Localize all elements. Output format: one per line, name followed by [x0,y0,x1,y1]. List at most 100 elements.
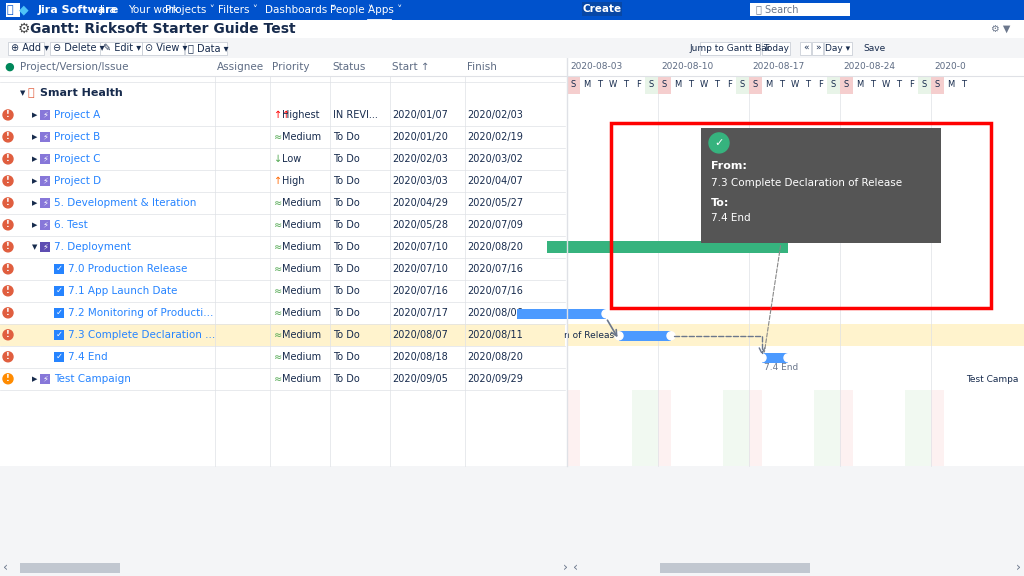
Text: To Do: To Do [333,330,359,340]
Text: Dashboards ˅: Dashboards ˅ [265,5,336,15]
Text: !: ! [6,353,10,361]
FancyBboxPatch shape [0,324,565,346]
Text: Medium: Medium [282,308,322,318]
Circle shape [3,110,13,120]
FancyBboxPatch shape [0,58,1024,466]
Text: 7.4 End: 7.4 End [68,352,108,362]
Text: T: T [961,81,966,89]
Text: ✓: ✓ [55,264,62,274]
FancyBboxPatch shape [931,76,944,94]
FancyBboxPatch shape [54,330,63,340]
Circle shape [602,310,610,318]
FancyBboxPatch shape [840,76,853,94]
FancyBboxPatch shape [658,76,671,94]
FancyBboxPatch shape [749,76,762,94]
Text: ✓: ✓ [55,353,62,361]
Circle shape [784,354,792,362]
FancyBboxPatch shape [814,94,827,466]
Text: F: F [727,81,732,89]
Text: Start ↑: Start ↑ [392,62,430,72]
Text: 2020-08-24: 2020-08-24 [843,62,895,71]
Text: 2020/01/20: 2020/01/20 [392,132,447,142]
Text: 2020/07/10: 2020/07/10 [392,242,447,252]
Text: ▶: ▶ [32,134,37,140]
FancyBboxPatch shape [0,13,1024,16]
Text: Projects ˅: Projects ˅ [165,5,215,15]
Text: 🗂: 🗂 [28,88,35,98]
FancyBboxPatch shape [100,42,141,55]
Text: ›: › [1016,561,1021,574]
Circle shape [667,332,675,340]
FancyBboxPatch shape [800,42,811,55]
FancyBboxPatch shape [0,148,565,170]
Text: 2020/09/05: 2020/09/05 [392,374,447,384]
FancyBboxPatch shape [567,302,1024,324]
FancyBboxPatch shape [660,563,810,573]
Text: ⚡: ⚡ [42,374,48,383]
Text: ≈: ≈ [274,374,283,384]
FancyBboxPatch shape [0,0,1024,20]
FancyBboxPatch shape [0,346,565,368]
Text: To Do: To Do [333,264,359,274]
FancyBboxPatch shape [0,58,1024,76]
FancyBboxPatch shape [567,236,1024,258]
Text: 6. Test: 6. Test [54,220,88,230]
Text: To Do: To Do [333,286,359,296]
FancyBboxPatch shape [0,258,565,280]
FancyBboxPatch shape [632,76,645,94]
Text: ≈: ≈ [274,242,283,252]
Text: Medium: Medium [282,132,322,142]
Text: 2020/07/09: 2020/07/09 [467,220,523,230]
FancyBboxPatch shape [0,104,565,126]
FancyBboxPatch shape [762,76,775,94]
Text: 7.1 App Launch Date: 7.1 App Launch Date [68,286,177,296]
Text: Highest: Highest [282,110,319,120]
FancyBboxPatch shape [582,2,622,16]
Circle shape [3,286,13,296]
FancyBboxPatch shape [580,76,593,94]
FancyBboxPatch shape [567,94,580,466]
Text: S: S [570,81,577,89]
FancyBboxPatch shape [671,76,684,94]
FancyBboxPatch shape [801,76,814,94]
Circle shape [3,330,13,340]
Text: T: T [623,81,628,89]
Text: S: S [935,81,940,89]
Text: S: S [844,81,849,89]
Text: Day ▾: Day ▾ [825,44,851,53]
Text: 2020/03/02: 2020/03/02 [467,154,523,164]
Text: 2020-08-17: 2020-08-17 [752,62,804,71]
Text: ↑↑: ↑↑ [274,110,290,120]
FancyBboxPatch shape [185,42,226,55]
FancyBboxPatch shape [957,76,970,94]
FancyBboxPatch shape [918,94,931,466]
Text: Medium: Medium [282,220,322,230]
FancyBboxPatch shape [700,42,760,55]
Text: ⊙ View ▾: ⊙ View ▾ [145,43,187,54]
FancyBboxPatch shape [645,94,658,466]
Text: ▶: ▶ [32,112,37,118]
Text: To Do: To Do [333,198,359,208]
FancyBboxPatch shape [606,76,618,94]
Text: S: S [740,81,745,89]
Text: 2020/08/20: 2020/08/20 [467,242,523,252]
Text: ▶: ▶ [32,156,37,162]
Text: 2020/08/18: 2020/08/18 [392,352,447,362]
FancyBboxPatch shape [0,170,565,192]
Text: Medium: Medium [282,264,322,274]
Text: ●: ● [4,62,14,72]
Text: 7. Deployment: 7. Deployment [54,242,131,252]
Text: ⚡: ⚡ [42,176,48,185]
Text: 2020/07/16: 2020/07/16 [392,286,447,296]
FancyBboxPatch shape [0,192,565,214]
FancyBboxPatch shape [684,76,697,94]
Text: !: ! [6,176,10,185]
Text: S: S [830,81,837,89]
FancyBboxPatch shape [736,76,749,94]
Text: To Do: To Do [333,176,359,186]
FancyBboxPatch shape [749,94,762,466]
Text: Medium: Medium [282,352,322,362]
FancyBboxPatch shape [0,236,565,258]
Text: ⚙: ⚙ [18,22,31,36]
Text: High: High [282,176,304,186]
